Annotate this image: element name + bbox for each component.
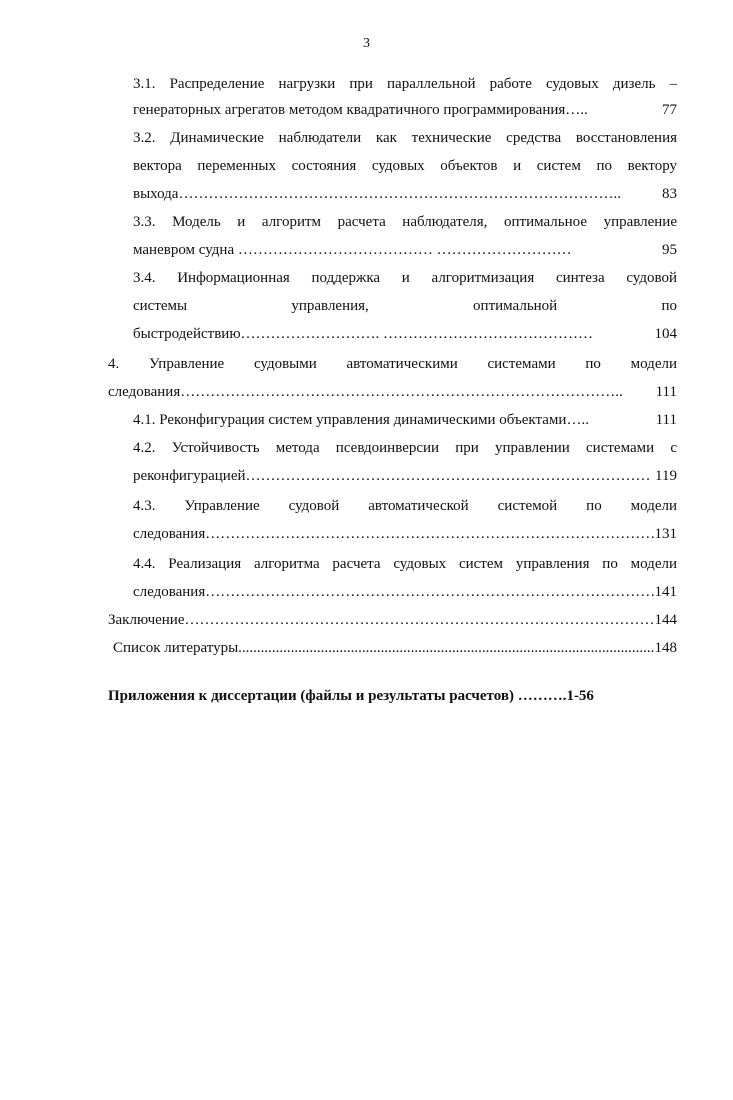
toc-line: следования………………………………………………………………………………… [133,582,677,602]
toc-line: 4.4. Реализация алгоритма расчета судовы… [133,556,677,572]
toc-line: 4. Управление судовыми автоматическими с… [108,356,677,372]
toc-text: следования………………………………………………………………………………… [133,526,655,542]
toc-page: 119 [655,468,677,484]
toc-page: 104 [654,326,678,342]
toc-line: Список литературы.......................… [113,638,677,658]
toc-text: Список литературы.......................… [113,640,655,656]
toc-line: 3.4. Информационная поддержка и алгоритм… [133,270,677,286]
toc-text: следования…………………………………………………………………………….… [108,384,623,400]
toc-line: следования………………………………………………………………………………… [133,524,677,544]
toc-line: быстродействию………………………. …………………………………… 1… [133,324,677,344]
toc-text: быстродействию………………………. …………………………………… [133,326,594,342]
toc-line: вектора переменных состояния судовых объ… [133,158,677,174]
toc-line: генераторных агрегатов методом квадратич… [133,100,677,120]
toc-line: Заключение………………………………………………………………………………… [108,610,677,630]
toc-text: генераторных агрегатов методом квадратич… [133,102,588,118]
toc-page: 131 [654,526,678,542]
page-number: 3 [363,36,370,51]
toc-line: 4.2. Устойчивость метода псевдоинверсии … [133,440,677,456]
toc-page: 144 [654,612,678,628]
toc-page: 83 [662,186,677,202]
toc-text: маневром судна ………………………………… ……………………… [133,242,572,258]
toc-line: маневром судна ………………………………… ……………………… 95 [133,240,677,260]
toc-text: следования………………………………………………………………………………… [133,584,655,600]
toc-page: 111 [655,384,677,400]
toc-line: выхода…………………………………………………………………………….. 83 [133,184,677,204]
toc-line: 4.3. Управление судовой автоматической с… [133,498,677,514]
toc-line: следования…………………………………………………………………………….… [108,382,677,402]
toc-page: 95 [662,242,677,258]
toc-line: 4.1. Реконфигурация систем управления ди… [133,410,677,430]
toc-line: системы управления, оптимальной по [133,298,677,314]
toc-page: 141 [654,584,678,600]
toc-line: 3.2. Динамические наблюдатели как технич… [133,130,677,146]
toc-page: 148 [654,640,678,656]
toc-line: 3.1. Распределение нагрузки при параллел… [133,76,677,92]
toc-line: 3.3. Модель и алгоритм расчета наблюдате… [133,214,677,230]
toc-page: 111 [655,412,677,428]
toc-line: реконфигурацией…………………………………………………………………… [133,466,677,486]
toc-text: выхода…………………………………………………………………………….. [133,186,621,202]
appendix-line: Приложения к диссертации (файлы и резуль… [108,688,594,704]
toc-text: реконфигурацией…………………………………………………………………… [133,468,651,484]
toc-text: Заключение………………………………………………………………………………… [108,612,655,628]
toc-text: 4.1. Реконфигурация систем управления ди… [133,412,589,428]
toc-page: 77 [662,102,677,118]
